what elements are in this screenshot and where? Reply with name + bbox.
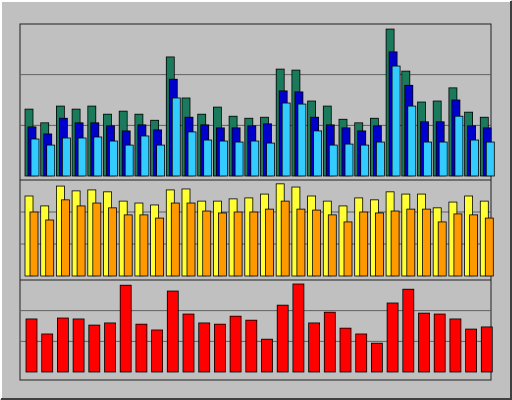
- bar: [437, 221, 447, 277]
- bar: [480, 326, 493, 373]
- bar: [470, 139, 480, 177]
- bar: [360, 144, 370, 177]
- bar: [88, 324, 101, 373]
- bar: [124, 144, 134, 177]
- bar: [453, 213, 463, 277]
- bar: [203, 139, 213, 177]
- bar: [30, 138, 40, 177]
- bar: [328, 144, 338, 177]
- bar: [46, 144, 56, 177]
- bar: [323, 311, 336, 373]
- bar: [266, 142, 275, 177]
- bar: [484, 217, 494, 277]
- bar: [202, 210, 212, 277]
- bar: [213, 323, 226, 373]
- bar: [140, 135, 150, 177]
- bar: [312, 209, 322, 277]
- bar: [186, 202, 196, 277]
- bar: [339, 327, 352, 373]
- bar: [407, 105, 417, 177]
- bar: [25, 318, 38, 373]
- bar: [151, 329, 164, 373]
- bar: [355, 333, 368, 373]
- bar: [402, 288, 415, 373]
- bar: [454, 115, 464, 177]
- bar: [229, 315, 242, 373]
- bar: [61, 199, 70, 277]
- bar: [433, 313, 446, 373]
- bar: [292, 283, 305, 373]
- bar: [234, 141, 244, 177]
- bar: [391, 65, 401, 177]
- bar: [249, 211, 259, 277]
- bar: [422, 208, 431, 277]
- bar: [359, 211, 369, 277]
- bar: [155, 217, 165, 277]
- bar: [135, 323, 148, 373]
- bar: [386, 302, 399, 373]
- bar: [198, 322, 211, 373]
- bar: [72, 318, 85, 373]
- bar: [313, 130, 323, 177]
- bar: [104, 322, 116, 373]
- bar: [327, 214, 337, 277]
- bar: [62, 137, 71, 177]
- bar: [187, 131, 197, 177]
- bar: [156, 144, 166, 177]
- bar: [250, 140, 260, 177]
- bar: [465, 328, 478, 373]
- bar: [344, 143, 354, 177]
- bar: [390, 210, 400, 277]
- bar: [469, 214, 479, 277]
- bar: [245, 319, 258, 373]
- bar: [265, 208, 274, 277]
- bar: [77, 137, 87, 177]
- bar: [438, 141, 448, 177]
- bar: [139, 214, 149, 277]
- bar: [375, 141, 385, 177]
- bar: [166, 290, 179, 373]
- bar: [182, 313, 195, 373]
- bar: [423, 141, 432, 177]
- bar: [233, 211, 243, 277]
- bar: [418, 312, 430, 373]
- bar: [485, 141, 495, 177]
- bar: [370, 342, 383, 373]
- bar: [108, 207, 117, 277]
- bar: [276, 304, 289, 373]
- bar: [406, 208, 416, 277]
- bar: [449, 318, 462, 373]
- bar: [343, 221, 353, 277]
- bar: [123, 214, 133, 277]
- bar: [76, 205, 86, 277]
- bar: [92, 202, 102, 277]
- bar: [297, 103, 307, 177]
- bar: [119, 284, 132, 373]
- bar: [374, 212, 384, 277]
- bar: [41, 333, 54, 373]
- bar: [29, 211, 39, 277]
- bar: [171, 97, 181, 177]
- bar: [280, 200, 290, 277]
- bar: [281, 102, 291, 177]
- bar: [217, 212, 227, 277]
- bar: [308, 322, 321, 373]
- bar: [109, 140, 118, 177]
- bar: [170, 202, 180, 277]
- bar: [93, 136, 103, 177]
- bar: [218, 140, 228, 177]
- bar: [296, 208, 306, 277]
- bar: [57, 317, 69, 373]
- bar: [261, 338, 273, 373]
- bar: [45, 219, 55, 277]
